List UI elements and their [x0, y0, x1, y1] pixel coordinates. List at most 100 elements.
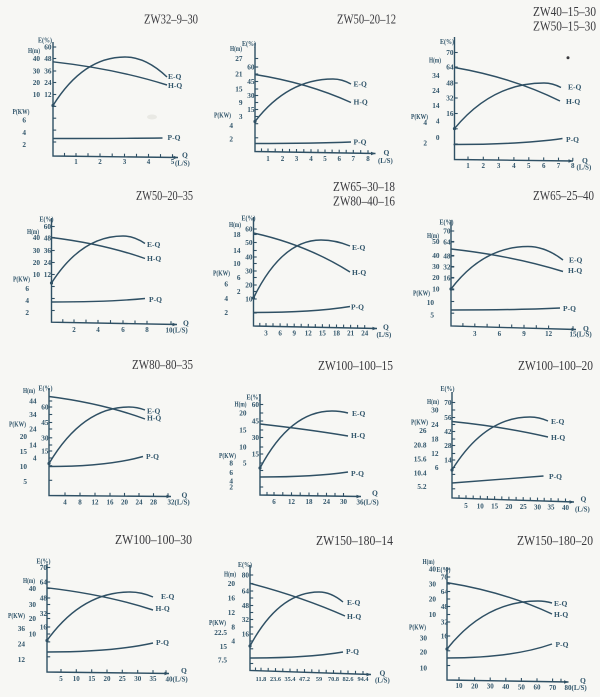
- svg-text:P-Q: P-Q: [146, 452, 159, 461]
- svg-text:H(m): H(m): [427, 397, 439, 406]
- svg-text:H-Q: H-Q: [156, 604, 170, 613]
- svg-text:30: 30: [534, 503, 542, 511]
- svg-text:H(m): H(m): [23, 386, 35, 395]
- svg-text:60: 60: [41, 403, 49, 412]
- svg-text:23.6: 23.6: [270, 676, 281, 683]
- svg-text:9: 9: [239, 98, 243, 107]
- svg-text:34: 34: [29, 410, 37, 419]
- svg-text:10(L/S): 10(L/S): [166, 327, 189, 335]
- svg-text:E(%): E(%): [247, 393, 261, 402]
- svg-text:35.4: 35.4: [284, 676, 296, 683]
- svg-text:2: 2: [224, 308, 228, 317]
- svg-text:60: 60: [44, 43, 52, 52]
- svg-text:2: 2: [25, 308, 29, 317]
- svg-text:20: 20: [29, 614, 37, 623]
- svg-text:P-Q: P-Q: [354, 138, 367, 147]
- svg-text:H(m): H(m): [235, 400, 247, 409]
- svg-text:8: 8: [229, 459, 233, 468]
- svg-text:20: 20: [33, 78, 41, 87]
- svg-text:P(KW): P(KW): [219, 451, 236, 460]
- svg-text:2: 2: [482, 162, 486, 170]
- svg-text:40: 40: [502, 683, 510, 691]
- svg-text:E-Q: E-Q: [569, 256, 583, 265]
- svg-text:E-Q: E-Q: [354, 80, 368, 89]
- svg-text:Q: Q: [582, 156, 588, 165]
- svg-text:(L/S): (L/S): [575, 507, 590, 514]
- svg-text:6: 6: [121, 326, 125, 334]
- svg-text:20: 20: [245, 281, 253, 290]
- svg-text:2: 2: [72, 326, 76, 334]
- svg-text:E-Q: E-Q: [147, 240, 161, 249]
- svg-text:H-Q: H-Q: [566, 97, 580, 106]
- svg-text:60: 60: [252, 400, 260, 409]
- svg-text:(L/S): (L/S): [577, 165, 592, 172]
- svg-text:10: 10: [477, 502, 485, 510]
- svg-text:12: 12: [44, 270, 52, 279]
- svg-text:4: 4: [147, 158, 151, 166]
- svg-text:26: 26: [419, 426, 427, 435]
- svg-text:6: 6: [25, 284, 29, 293]
- svg-text:E(%): E(%): [238, 560, 252, 569]
- svg-text:4: 4: [423, 118, 427, 127]
- svg-text:10: 10: [427, 298, 435, 307]
- svg-text:15: 15: [247, 105, 255, 114]
- svg-text:48: 48: [40, 594, 48, 603]
- svg-text:4: 4: [231, 637, 235, 646]
- svg-text:H(m): H(m): [429, 56, 441, 65]
- svg-text:32: 32: [446, 94, 454, 103]
- svg-text:40: 40: [33, 233, 41, 242]
- svg-text:10: 10: [420, 664, 428, 673]
- svg-text:20: 20: [104, 675, 112, 683]
- svg-text:6: 6: [435, 463, 439, 472]
- svg-text:H(m): H(m): [224, 570, 236, 579]
- svg-text:P-Q: P-Q: [346, 647, 359, 656]
- svg-text:H-Q: H-Q: [147, 254, 161, 263]
- svg-text:80(L/S): 80(L/S): [565, 684, 588, 692]
- svg-text:10: 10: [29, 630, 37, 639]
- svg-text:4: 4: [22, 128, 26, 137]
- svg-text:H-Q: H-Q: [351, 431, 365, 440]
- svg-text:12: 12: [545, 330, 553, 338]
- svg-text:E(%): E(%): [38, 36, 52, 45]
- svg-text:4: 4: [436, 117, 440, 126]
- svg-text:48: 48: [446, 79, 454, 88]
- svg-text:30: 30: [134, 675, 142, 683]
- svg-text:0: 0: [436, 133, 440, 142]
- svg-text:21: 21: [235, 70, 243, 79]
- svg-text:64: 64: [443, 238, 451, 247]
- svg-text:6: 6: [272, 498, 276, 506]
- svg-text:70: 70: [40, 563, 48, 572]
- svg-text:30: 30: [429, 580, 437, 589]
- svg-text:24: 24: [323, 498, 331, 506]
- svg-text:E(%): E(%): [441, 384, 455, 393]
- svg-text:8: 8: [231, 623, 235, 632]
- svg-text:E(%): E(%): [40, 215, 54, 224]
- svg-text:3: 3: [239, 112, 243, 121]
- svg-text:20: 20: [20, 432, 28, 441]
- svg-text:2: 2: [229, 135, 233, 144]
- svg-text:H-Q: H-Q: [347, 612, 361, 621]
- svg-text:60: 60: [247, 63, 255, 72]
- svg-text:2: 2: [22, 140, 26, 149]
- svg-text:4: 4: [309, 155, 313, 163]
- svg-text:P-Q: P-Q: [351, 303, 364, 312]
- svg-text:20: 20: [228, 579, 236, 588]
- svg-text:14: 14: [233, 246, 241, 255]
- svg-text:80: 80: [242, 571, 250, 580]
- svg-text:27: 27: [235, 54, 243, 63]
- svg-text:10: 10: [429, 610, 437, 619]
- svg-text:10: 10: [33, 270, 41, 279]
- svg-text:48: 48: [443, 252, 451, 261]
- svg-text:35: 35: [548, 504, 556, 512]
- svg-text:60: 60: [245, 225, 253, 234]
- svg-text:H(m): H(m): [423, 557, 435, 566]
- svg-text:ZW150–180–20: ZW150–180–20: [517, 534, 593, 549]
- svg-text:64: 64: [441, 587, 449, 596]
- svg-text:5: 5: [323, 155, 327, 163]
- svg-text:12: 12: [18, 655, 26, 664]
- svg-text:10: 10: [73, 675, 81, 683]
- svg-text:40(L/S): 40(L/S): [166, 676, 189, 684]
- svg-text:8: 8: [571, 162, 575, 170]
- svg-text:7: 7: [352, 155, 356, 163]
- svg-text:12: 12: [228, 608, 236, 617]
